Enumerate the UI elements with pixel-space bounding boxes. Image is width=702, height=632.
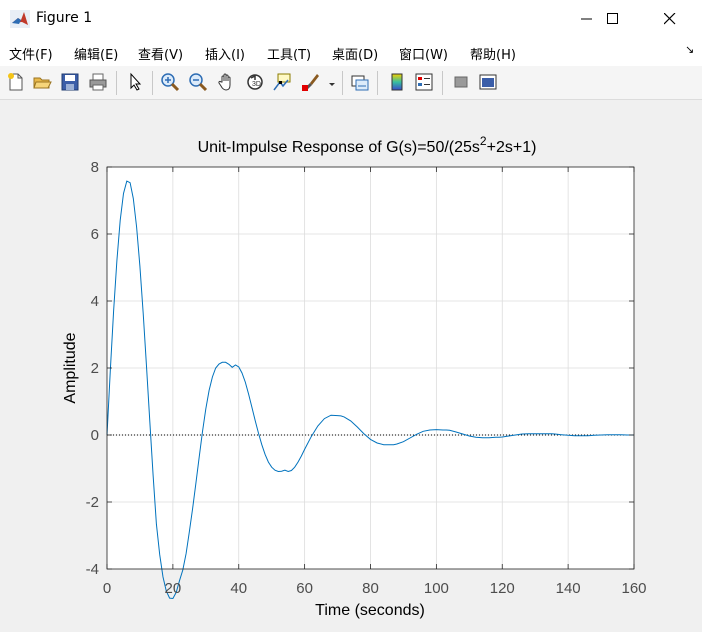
matlab-logo-icon bbox=[10, 10, 30, 28]
new-figure-icon bbox=[8, 73, 23, 91]
open-file-button[interactable] bbox=[32, 72, 52, 92]
x-tick-label: 100 bbox=[424, 580, 449, 597]
toolbar-separator bbox=[442, 71, 443, 95]
minimize-button[interactable] bbox=[564, 0, 610, 38]
legend-icon bbox=[415, 73, 433, 91]
series-line-impulse-response bbox=[106, 180, 634, 600]
show-plot-tools-icon bbox=[479, 74, 497, 90]
zoom-in-icon bbox=[161, 73, 180, 92]
x-tick-label: 140 bbox=[556, 580, 581, 597]
open-file-icon bbox=[33, 77, 52, 89]
impulse-response-chart: 0 20 40 60 80 100 120 140 160 -4 -2 0 2 4 6 8 Unit-Impu… bbox=[62, 134, 647, 619]
menu-desktop[interactable]: 桌面(D) bbox=[332, 48, 379, 63]
y-tick-label: 2 bbox=[91, 360, 99, 377]
brush-dropdown-button[interactable] bbox=[327, 72, 337, 92]
close-icon bbox=[664, 13, 676, 25]
menu-overflow-arrow-icon[interactable]: ↘ bbox=[685, 43, 695, 56]
show-plot-tools-button[interactable] bbox=[478, 72, 498, 92]
y-axis-label: Amplitude bbox=[62, 332, 79, 403]
print-icon bbox=[89, 73, 107, 91]
menu-bar: 文件(F) 编辑(E) 查看(V) 插入(I) 工具(T) 桌面(D) 窗口(W… bbox=[0, 38, 702, 66]
x-axis-label: Time (seconds) bbox=[315, 602, 425, 619]
zoom-in-button[interactable] bbox=[160, 72, 180, 92]
svg-text:3D: 3D bbox=[252, 81, 261, 88]
save-icon bbox=[61, 73, 79, 91]
menu-view[interactable]: 查看(V) bbox=[138, 48, 184, 63]
figure-canvas: 0 20 40 60 80 100 120 140 160 -4 -2 0 2 4 6 8 Unit-Impu… bbox=[0, 101, 702, 628]
zoom-out-icon bbox=[189, 73, 208, 92]
print-button[interactable] bbox=[88, 72, 108, 92]
pan-hand-icon bbox=[218, 73, 231, 91]
y-tick-label: -2 bbox=[86, 494, 99, 511]
link-plot-button[interactable] bbox=[350, 72, 370, 92]
menu-help[interactable]: 帮助(H) bbox=[470, 48, 516, 63]
minimize-icon bbox=[581, 18, 592, 20]
close-button[interactable] bbox=[647, 0, 693, 38]
menu-window[interactable]: 窗口(W) bbox=[399, 48, 448, 63]
rotate-3d-button[interactable]: 3D bbox=[245, 72, 265, 92]
pan-button[interactable] bbox=[217, 72, 237, 92]
brush-dropdown-icon bbox=[329, 83, 335, 86]
rotate-3d-icon: 3D bbox=[247, 74, 263, 90]
hide-plot-tools-button[interactable] bbox=[451, 72, 471, 92]
menu-tools[interactable]: 工具(T) bbox=[267, 48, 312, 63]
data-cursor-icon bbox=[273, 73, 291, 91]
data-cursor-button[interactable] bbox=[272, 72, 292, 92]
y-tick-label: 6 bbox=[91, 226, 99, 243]
edit-plot-button[interactable] bbox=[125, 72, 145, 92]
toolbar-separator bbox=[377, 71, 378, 95]
toolbar-separator bbox=[152, 71, 153, 95]
y-tick-label: 4 bbox=[91, 293, 99, 310]
toolbar-separator bbox=[342, 71, 343, 95]
menu-edit[interactable]: 编辑(E) bbox=[74, 48, 119, 63]
colorbar-button[interactable] bbox=[387, 72, 407, 92]
brush-icon bbox=[302, 74, 319, 91]
edit-plot-arrow-icon bbox=[130, 72, 142, 91]
x-tick-label: 120 bbox=[490, 580, 515, 597]
colorbar-icon bbox=[391, 73, 403, 91]
maximize-icon bbox=[607, 13, 618, 24]
new-figure-button[interactable] bbox=[6, 72, 26, 92]
x-tick-label: 0 bbox=[103, 580, 111, 597]
menu-file[interactable]: 文件(F) bbox=[9, 48, 53, 63]
y-tick-label: -4 bbox=[86, 561, 99, 578]
link-plot-icon bbox=[351, 75, 369, 91]
maximize-button[interactable] bbox=[590, 0, 636, 38]
hide-plot-tools-icon bbox=[454, 76, 468, 88]
axis-ticks: 0 20 40 60 80 100 120 140 160 -4 -2 0 2 4 6 8 bbox=[86, 159, 647, 597]
figure-toolbar: 3D bbox=[0, 66, 702, 100]
toolbar-separator bbox=[116, 71, 117, 95]
window-titlebar: Figure 1 bbox=[0, 0, 702, 38]
x-tick-label: 80 bbox=[362, 580, 379, 597]
save-button[interactable] bbox=[60, 72, 80, 92]
legend-button[interactable] bbox=[414, 72, 434, 92]
y-tick-label: 0 bbox=[91, 427, 99, 444]
menu-insert[interactable]: 插入(I) bbox=[205, 48, 245, 63]
x-tick-label: 60 bbox=[296, 580, 313, 597]
window-title: Figure 1 bbox=[36, 10, 93, 26]
zoom-out-button[interactable] bbox=[188, 72, 208, 92]
x-tick-label: 20 bbox=[165, 580, 182, 597]
chart-title: Unit-Impulse Response of G(s)=50/(25s2+2… bbox=[198, 134, 537, 156]
x-tick-label: 160 bbox=[621, 580, 646, 597]
x-tick-label: 40 bbox=[230, 580, 247, 597]
brush-button[interactable] bbox=[301, 72, 321, 92]
y-tick-label: 8 bbox=[91, 159, 99, 176]
